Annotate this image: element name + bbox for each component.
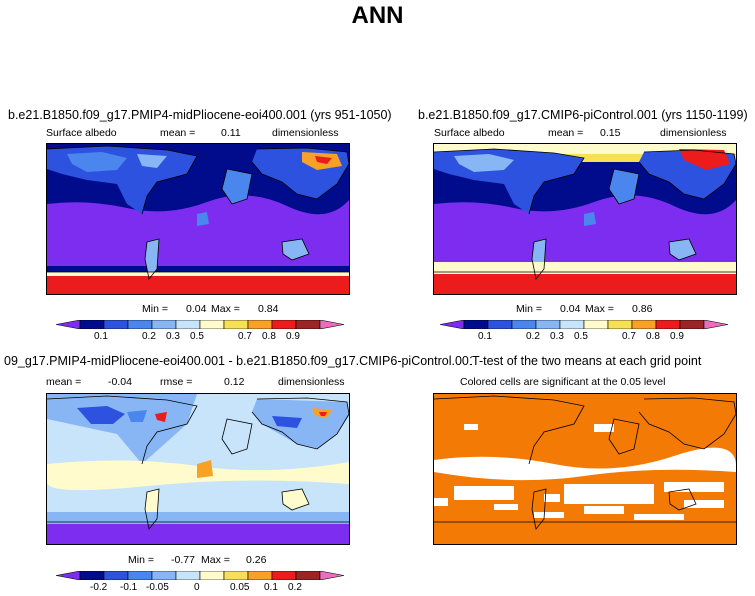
panel1-tick: 0.2: [142, 331, 156, 342]
panel1-tick: 0.9: [286, 331, 300, 342]
panel3-units: dimensionless: [278, 376, 345, 388]
colorbar-cell: [463, 320, 489, 329]
panel1-units: dimensionless: [272, 127, 339, 139]
panel1-var: Surface albedo: [46, 127, 117, 139]
panel2-mean-label: mean =: [548, 127, 584, 139]
colorbar-cell: [271, 571, 297, 580]
colorbar-cell: [607, 320, 633, 329]
panel3-max-label: Max =: [201, 554, 230, 566]
panel1-tick: 0.7: [238, 331, 252, 342]
panel3-tick: 0.2: [288, 582, 302, 593]
colorbar-cell: [559, 320, 585, 329]
panel3-mean-label: mean =: [46, 376, 82, 388]
panel3-tick: -0.1: [120, 582, 138, 593]
colorbar-cell: [127, 571, 153, 580]
panel1-tick: 0.5: [190, 331, 204, 342]
panel1-tick: 0.8: [262, 331, 276, 342]
colorbar-cell: [319, 320, 344, 329]
panel1-max-label: Max =: [211, 303, 240, 315]
colorbar-cell: [103, 571, 129, 580]
colorbar-cell: [247, 320, 273, 329]
panel4-map: [433, 393, 737, 545]
colorbar-cell: [103, 320, 129, 329]
panel2-title: b.e21.B1850.f09_g17.CMIP6-piControl.001 …: [418, 108, 748, 122]
colorbar-cell: [247, 571, 273, 580]
colorbar-cell: [440, 320, 465, 329]
panel2-tick: 0.1: [478, 331, 492, 342]
colorbar-cell: [631, 320, 657, 329]
colorbar-cell: [79, 320, 105, 329]
panel3-rmse-value: 0.12: [224, 376, 245, 388]
panel2-max-value: 0.86: [632, 303, 653, 315]
panel2-tick: 0.8: [646, 331, 660, 342]
panel3-tick: 0.05: [230, 582, 250, 593]
panel2-max-label: Max =: [585, 303, 614, 315]
panel2-tick: 0.9: [670, 331, 684, 342]
panel2-tick: 0.5: [574, 331, 588, 342]
colorbar-cell: [175, 571, 201, 580]
panel1-min-label: Min =: [142, 303, 168, 315]
colorbar-cell: [535, 320, 561, 329]
colorbar-cell: [151, 320, 177, 329]
panel3-min-label: Min =: [128, 554, 154, 566]
panel2-tick: 0.7: [622, 331, 636, 342]
panel3-max-value: 0.26: [246, 554, 267, 566]
panel2-min-value: 0.04: [560, 303, 581, 315]
panel1-tick: 0.3: [166, 331, 180, 342]
panel3-tick: -0.05: [146, 582, 169, 593]
panel3-mean-value: -0.04: [108, 376, 132, 388]
figure-title: ANN: [351, 2, 404, 29]
panel2-var: Surface albedo: [434, 127, 505, 139]
panel2-tick: 0.3: [550, 331, 564, 342]
colorbar-cell: [655, 320, 681, 329]
colorbar-cell: [223, 571, 249, 580]
colorbar-cell: [295, 320, 321, 329]
panel3-tick: 0.1: [264, 582, 278, 593]
colorbar-cell: [271, 320, 297, 329]
panel1-colorbar: [56, 320, 344, 329]
colorbar-cell: [175, 320, 201, 329]
panel1-mean-label: mean =: [160, 127, 196, 139]
colorbar-cell: [199, 320, 225, 329]
panel2-colorbar: [440, 320, 728, 329]
panel1-title: b.e21.B1850.f09_g17.PMIP4-midPliocene-eo…: [8, 108, 392, 122]
colorbar-cell: [295, 571, 321, 580]
panel3-map: [46, 393, 350, 545]
colorbar-cell: [223, 320, 249, 329]
colorbar-cell: [56, 571, 81, 580]
panel3-title: 09_g17.PMIP4-midPliocene-eoi400.001 - b.…: [4, 354, 472, 368]
panel1-max-value: 0.84: [258, 303, 279, 315]
colorbar-cell: [151, 571, 177, 580]
panel3-rmse-label: rmse =: [160, 376, 193, 388]
colorbar-cell: [703, 320, 728, 329]
colorbar-cell: [56, 320, 81, 329]
panel2-map: [433, 143, 737, 295]
panel1-map: [46, 143, 350, 295]
panel2-units: dimensionless: [660, 127, 727, 139]
panel3-tick: -0.2: [90, 582, 108, 593]
colorbar-cell: [79, 571, 105, 580]
colorbar-cell: [487, 320, 513, 329]
colorbar-cell: [583, 320, 609, 329]
panel2-tick: 0.2: [526, 331, 540, 342]
panel1-tick: 0.1: [94, 331, 108, 342]
colorbar-cell: [679, 320, 705, 329]
panel1-min-value: 0.04: [186, 303, 207, 315]
panel3-tick: 0: [194, 582, 200, 593]
panel3-colorbar: [56, 571, 344, 580]
colorbar-cell: [319, 571, 344, 580]
panel2-min-label: Min =: [516, 303, 542, 315]
colorbar-cell: [199, 571, 225, 580]
panel4-subtitle: Colored cells are significant at the 0.0…: [460, 376, 666, 388]
colorbar-cell: [127, 320, 153, 329]
panel4-title: T-test of the two means at each grid poi…: [472, 354, 702, 368]
panel3-min-value: -0.77: [171, 554, 195, 566]
panel1-mean-value: 0.11: [221, 127, 241, 139]
colorbar-cell: [511, 320, 537, 329]
panel2-mean-value: 0.15: [600, 127, 621, 139]
